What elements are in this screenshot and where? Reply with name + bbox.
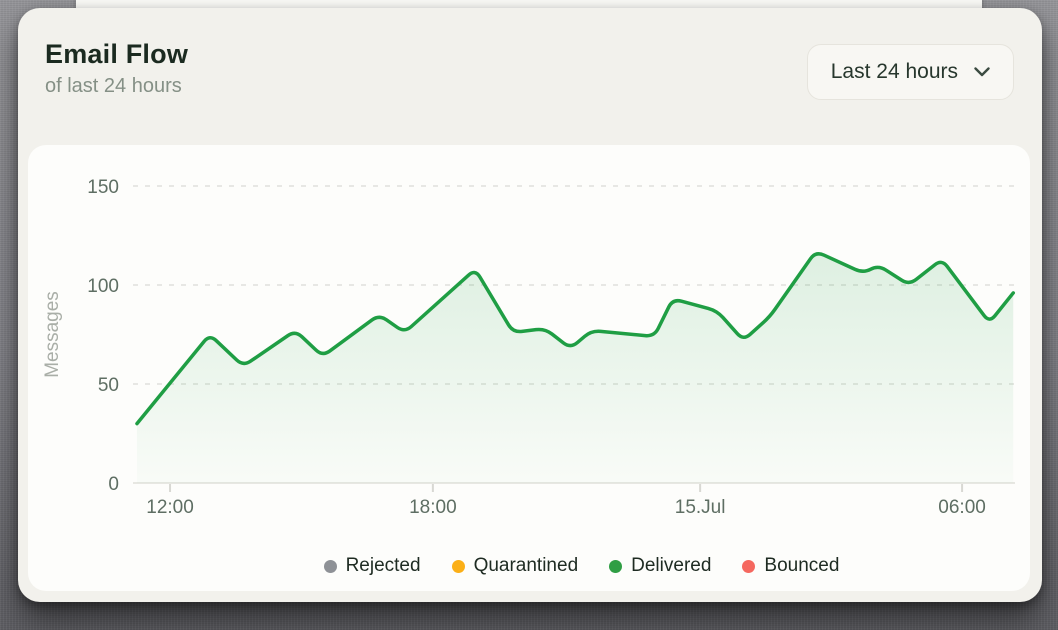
legend-item-rejected[interactable]: Rejected: [323, 555, 421, 577]
card-titles: Email Flow of last 24 hours: [45, 40, 188, 97]
legend-label: Delivered: [631, 555, 712, 576]
legend-label: Rejected: [345, 555, 421, 576]
legend-item-delivered[interactable]: Delivered: [609, 555, 711, 577]
x-axis-label: 12:00: [146, 497, 194, 518]
x-axis: 12:00 18:00 15.Jul 06:00: [133, 482, 1015, 518]
x-axis-label: 06:00: [938, 497, 986, 518]
y-axis-label: 0: [108, 474, 119, 495]
legend-label: Bounced: [764, 555, 840, 576]
page-title: Email Flow: [45, 39, 189, 69]
chart-legend: Rejected Quarantined Delivered Bounced: [28, 545, 1030, 587]
legend-item-bounced[interactable]: Bounced: [742, 555, 839, 577]
card-header: Email Flow of last 24 hours Last 24 hour…: [18, 8, 1042, 100]
email-flow-card: Email Flow of last 24 hours Last 24 hour…: [18, 8, 1042, 602]
page-subtitle: of last 24 hours: [45, 75, 182, 97]
y-axis-labels: 0 50 100 150: [87, 177, 119, 495]
email-flow-chart: 0 50 100 150 12:00 18:00 15.Jul 06:00 Messages: [42, 177, 1015, 518]
legend-marker-icon: [609, 559, 623, 573]
delivered-area: [136, 253, 1014, 483]
time-range-label: Last 24 hours: [830, 60, 958, 83]
x-axis-label: 15.Jul: [675, 497, 726, 518]
delivered-line: [135, 252, 1015, 426]
y-axis-title: Messages: [42, 291, 63, 378]
legend-marker-icon: [742, 559, 756, 573]
legend-marker-icon: [323, 559, 337, 573]
time-range-dropdown[interactable]: Last 24 hours: [806, 44, 1014, 100]
y-axis-label: 100: [87, 276, 119, 297]
y-axis-label: 150: [87, 177, 119, 198]
legend-item-quarantined[interactable]: Quarantined: [451, 555, 579, 577]
chart-panel: 0 50 100 150 12:00 18:00 15.Jul 06:00 Messages R…: [28, 145, 1030, 591]
delivered-series: [135, 252, 1015, 483]
y-axis-label: 50: [98, 375, 119, 396]
x-axis-label: 18:00: [409, 497, 457, 518]
legend-marker-icon: [451, 559, 465, 573]
legend-label: Quarantined: [473, 555, 579, 576]
chevron-down-icon: [974, 67, 990, 77]
